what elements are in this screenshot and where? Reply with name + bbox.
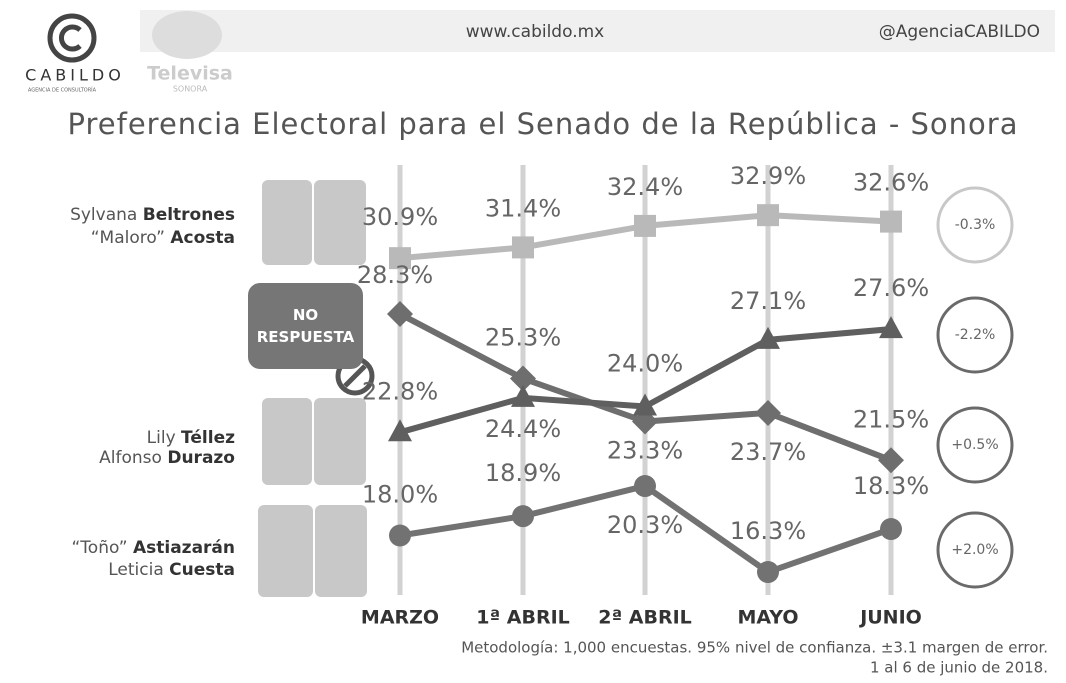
data-label: 20.3%	[607, 511, 683, 539]
photo	[314, 398, 366, 485]
legend-entry: Sylvana Beltrones	[70, 205, 235, 225]
change-label: -2.2%	[955, 327, 996, 343]
partner-logo	[152, 11, 222, 59]
data-label: 18.9%	[485, 459, 561, 487]
data-label: 25.3%	[485, 324, 561, 352]
data-label: 31.4%	[485, 194, 561, 222]
footnote: 1 al 6 de junio de 2018.	[870, 659, 1048, 677]
partner: Televisa	[147, 63, 233, 85]
data-label: 24.0%	[607, 350, 683, 378]
data-label: 22.8%	[362, 377, 438, 405]
footnote: Metodología: 1,000 encuestas. 95% nivel …	[461, 639, 1048, 657]
marker	[880, 211, 902, 233]
data-label: 16.3%	[730, 517, 806, 545]
no-answer-box: NO RESPUESTA	[248, 283, 363, 369]
change-label: +0.5%	[951, 437, 998, 453]
legend-entry: Alfonso Durazo	[99, 448, 235, 468]
x-tick-label: MAYO	[737, 607, 798, 629]
x-tick-label: MARZO	[361, 607, 439, 629]
page: CABILDO AGENCIA DE CONSULTORÍA Televisa …	[0, 0, 1066, 683]
legend-entry: Lily Téllez	[147, 428, 235, 448]
data-label: 18.0%	[362, 481, 438, 509]
logo	[50, 16, 94, 60]
data-label: 28.3%	[357, 261, 433, 289]
data-label: 21.5%	[853, 405, 929, 433]
data-label: 24.4%	[485, 415, 561, 443]
marker	[755, 400, 781, 426]
logo	[61, 27, 80, 49]
legend-entry: “Toño” Astiazarán	[71, 538, 235, 558]
photo	[314, 180, 366, 265]
photo	[262, 398, 312, 485]
website: www.cabildo.mx	[466, 22, 604, 42]
change-label: +2.0%	[951, 542, 998, 558]
data-label: 23.3%	[607, 437, 683, 465]
brand-sub: AGENCIA DE CONSULTORÍA	[28, 87, 97, 94]
photo	[262, 180, 312, 265]
photo	[258, 505, 313, 597]
x-tick-label: 2ª ABRIL	[598, 607, 692, 629]
marker	[634, 215, 656, 237]
partner-sub: SONORA	[173, 85, 208, 94]
data-label: 32.4%	[607, 173, 683, 201]
marker	[634, 475, 656, 497]
marker	[512, 505, 534, 527]
data-label: 27.6%	[853, 274, 929, 302]
marker	[389, 525, 411, 547]
marker	[880, 518, 902, 540]
chart-title: Preferencia Electoral para el Senado de …	[68, 107, 1019, 141]
photo	[315, 505, 367, 597]
chart: CABILDO AGENCIA DE CONSULTORÍA Televisa …	[0, 0, 1066, 683]
marker	[757, 204, 779, 226]
data-label: 23.7%	[730, 438, 806, 466]
data-label: 32.6%	[853, 169, 929, 197]
brand: CABILDO	[25, 66, 125, 85]
legend-entry: Leticia Cuesta	[108, 560, 235, 580]
marker	[757, 561, 779, 583]
x-tick-label: JUNIO	[858, 607, 922, 629]
data-label: 32.9%	[730, 162, 806, 190]
marker	[878, 447, 904, 473]
data-label: 27.1%	[730, 287, 806, 315]
data-label: 30.9%	[362, 203, 438, 231]
x-tick-label: 1ª ABRIL	[476, 607, 570, 629]
marker	[387, 301, 413, 327]
legend-entry: “Maloro” Acosta	[91, 228, 235, 248]
marker	[512, 236, 534, 258]
handle: @AgenciaCABILDO	[879, 22, 1040, 42]
data-label: 18.3%	[853, 472, 929, 500]
change-label: -0.3%	[955, 217, 996, 233]
